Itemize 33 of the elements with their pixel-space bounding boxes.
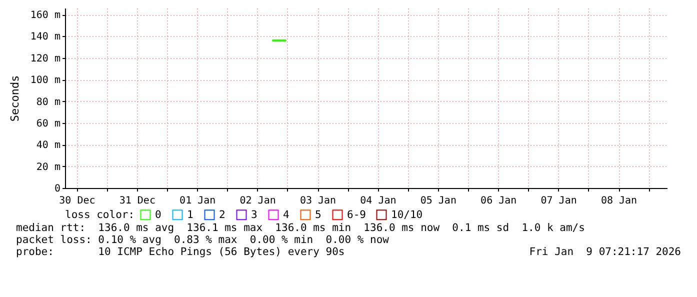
- legend-label: 1: [187, 208, 194, 221]
- y-tick-label: 20 m: [36, 162, 60, 173]
- y-tick-label: 60 m: [36, 118, 60, 130]
- legend-label: 0: [155, 208, 162, 221]
- y-tick-label: 120 m: [30, 53, 60, 64]
- y-axis-title: Seconds: [8, 75, 22, 122]
- x-tick-label: 04 Jan: [360, 196, 396, 206]
- y-tick-label: 160 m: [30, 10, 60, 22]
- legend-label: 10/10: [391, 208, 423, 221]
- y-tick-label: 0: [54, 184, 60, 194]
- legend-label: 6-9: [347, 208, 366, 221]
- y-tick-label: 40 m: [36, 140, 60, 152]
- x-tick-label: 31 Dec: [119, 196, 156, 206]
- y-tick-label: 80 m: [36, 96, 60, 108]
- x-tick-label: 30 Dec: [59, 196, 96, 206]
- legend-label: 4: [283, 208, 290, 221]
- x-tick-label: 06 Jan: [480, 196, 517, 206]
- x-tick-label: 07 Jan: [540, 196, 577, 206]
- x-tick-label: 03 Jan: [300, 196, 336, 206]
- text: packet loss: 0.10 % avg 0.83 % max 0.00 % min 0.00 % now: [16, 234, 390, 246]
- text: median rtt: 136.0 ms avg 136.1 ms max 136.0 ms min 136.0 ms now 0.1 ms sd 1.0 k am/s: [16, 222, 586, 234]
- x-tick-label: 02 Jan: [240, 196, 276, 206]
- text: Fri Jan 9 07:21:17 2026: [529, 246, 681, 258]
- legend-label: 2: [219, 208, 226, 221]
- legend-title: loss color:: [65, 209, 135, 221]
- x-tick-label: 01 Jan: [180, 196, 216, 206]
- y-tick-label: 140 m: [30, 32, 60, 43]
- legend-label: 3: [251, 208, 258, 221]
- legend-label: 5: [315, 208, 322, 221]
- text: probe: 10 ICMP Echo Pings (56 Bytes) every 90s: [16, 246, 345, 258]
- y-tick-label: 100 m: [30, 75, 60, 86]
- x-tick-label: 08 Jan: [600, 196, 638, 206]
- x-tick-label: 05 Jan: [420, 196, 456, 206]
